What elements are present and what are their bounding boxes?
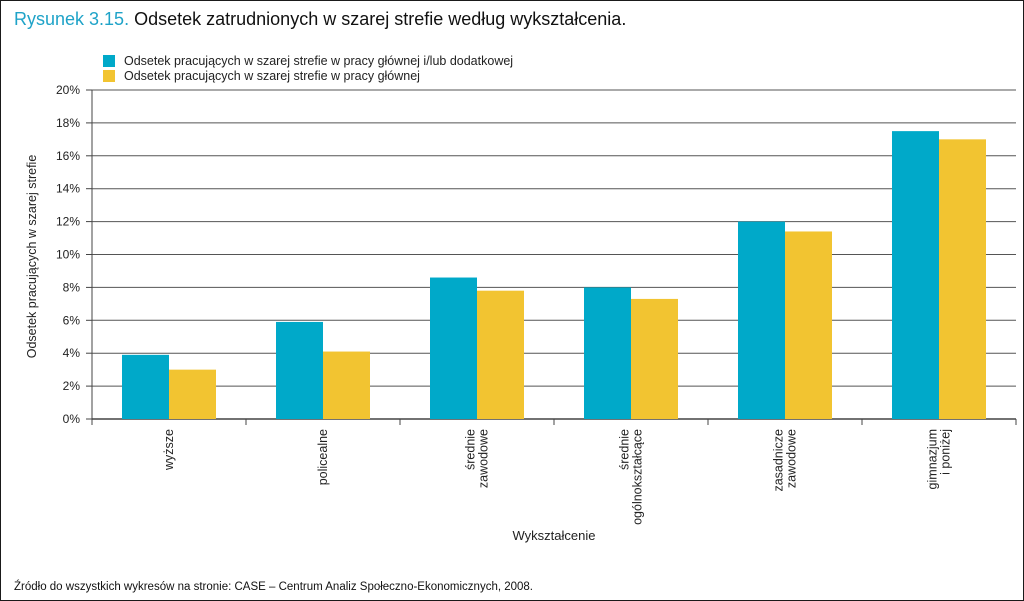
x-tick-label: średnieogólnokształcące	[618, 429, 645, 525]
y-tick-label: 8%	[63, 280, 81, 294]
x-tick-label-line: zasadnicze	[772, 429, 786, 492]
x-axis-title: Wykształcenie	[513, 528, 596, 543]
source-note: Źródło do wszystkich wykresów na stronie…	[14, 581, 534, 593]
y-tick-label: 4%	[63, 346, 81, 360]
y-tick-label: 6%	[63, 313, 81, 327]
figure-caption: Rysunek 3.15. Odsetek zatrudnionych w sz…	[14, 9, 626, 30]
figure-title: Odsetek zatrudnionych w szarej strefie w…	[134, 9, 627, 29]
bar	[892, 131, 939, 419]
bar	[939, 139, 986, 419]
y-axis-title: Odsetek pracujących w szarej strefie	[25, 155, 39, 359]
bar	[477, 290, 524, 419]
bar	[122, 354, 169, 419]
figure-number: Rysunek 3.15.	[14, 9, 130, 29]
bar	[631, 298, 678, 419]
x-tick-label-line: i poniżej	[939, 429, 953, 475]
y-tick-label: 20%	[56, 83, 80, 97]
x-tick-label: gimnazjumi poniżej	[926, 429, 953, 489]
legend-label-main: Odsetek pracujących w szarej strefie w p…	[124, 68, 420, 83]
y-tick-label: 2%	[63, 379, 81, 393]
chart-legend: Odsetek pracujących w szarej strefie w p…	[103, 53, 513, 83]
x-tick-label: policealne	[316, 429, 330, 485]
x-tick-label-line: zawodowe	[785, 429, 799, 488]
x-tick-label-line: średnie	[464, 429, 478, 470]
x-tick-label: wyższe	[162, 429, 176, 471]
y-tick-label: 14%	[56, 182, 80, 196]
bar	[430, 277, 477, 419]
y-tick-label: 16%	[56, 149, 80, 163]
x-tick-label-line: średnie	[618, 429, 632, 470]
x-tick-label-line: wyższe	[162, 429, 176, 471]
x-tick-label-line: gimnazjum	[926, 429, 940, 489]
legend-item-main: Odsetek pracujących w szarej strefie w p…	[103, 68, 513, 83]
bar	[785, 231, 832, 419]
bar	[276, 321, 323, 419]
x-tick-label-line: policealne	[316, 429, 330, 485]
legend-swatch-main-or-additional	[103, 54, 115, 67]
bar	[738, 221, 785, 419]
y-tick-label: 18%	[56, 116, 80, 130]
x-tick-label: średniezawodowe	[464, 429, 491, 488]
x-tick-label-line: ogólnokształcące	[631, 429, 645, 525]
y-tick-label: 0%	[63, 412, 81, 426]
bar	[584, 287, 631, 419]
x-tick-label: zasadniczezawodowe	[772, 429, 799, 492]
bar	[323, 351, 370, 419]
y-tick-label: 10%	[56, 248, 80, 262]
y-tick-label: 12%	[56, 215, 80, 229]
legend-swatch-main	[103, 69, 115, 82]
legend-item-main-or-additional: Odsetek pracujących w szarej strefie w p…	[103, 53, 513, 68]
legend-label-main-or-additional: Odsetek pracujących w szarej strefie w p…	[124, 53, 514, 68]
x-tick-label-line: zawodowe	[477, 429, 491, 488]
bar	[169, 369, 216, 419]
